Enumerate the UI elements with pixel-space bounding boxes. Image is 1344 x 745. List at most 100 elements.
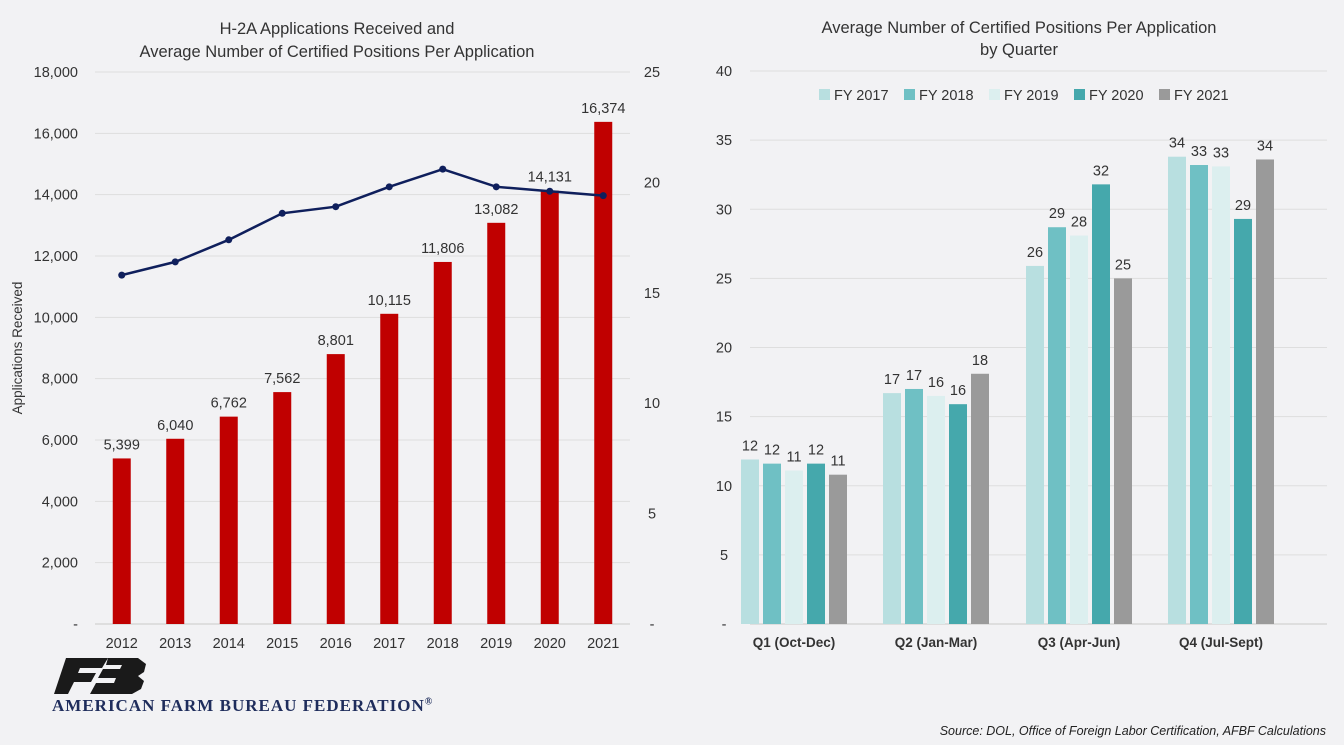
- legend-label: FY 2020: [1089, 88, 1144, 104]
- bar-fy-2021: [829, 474, 847, 624]
- bar-fy-2017: [883, 393, 901, 624]
- y-left-tick-label: 6,000: [42, 433, 78, 449]
- bar-fy-2018: [1048, 227, 1066, 624]
- legend-label: FY 2021: [1174, 88, 1229, 104]
- chart-title-line: by Quarter: [980, 41, 1058, 59]
- bar-2013: [166, 438, 185, 624]
- quarterly-positions-chart: Average Number of Certified Positions Pe…: [716, 19, 1327, 650]
- x-tick-label: Q3 (Apr-Jun): [1038, 635, 1121, 650]
- bar-2015: [273, 392, 292, 624]
- y-left-tick-label: -: [73, 617, 78, 633]
- y-tick-label: 35: [716, 133, 732, 149]
- line-point: [171, 258, 179, 266]
- y-left-axis-label: Applications Received: [10, 282, 25, 415]
- bar-data-label: 11,806: [421, 241, 464, 257]
- y-left-tick-label: 8,000: [42, 372, 78, 388]
- bar-data-label: 16,374: [581, 101, 625, 117]
- x-tick-label: 2016: [320, 636, 352, 652]
- bar-data-label: 11: [786, 450, 801, 466]
- bar-data-label: 6,762: [211, 396, 247, 412]
- bar-fy-2018: [763, 463, 781, 624]
- y-left-tick-label: 16,000: [34, 126, 78, 142]
- chart-title-line: H-2A Applications Received and: [220, 20, 455, 38]
- y-left-tick-label: 10,000: [34, 310, 78, 326]
- bar-fy-2020: [949, 404, 967, 624]
- bar-data-label: 33: [1191, 144, 1207, 160]
- x-tick-label: 2020: [534, 636, 566, 652]
- bar-data-label: 10,115: [368, 293, 411, 309]
- org-name: AMERICAN FARM BUREAU FEDERATION®: [52, 696, 434, 715]
- afbf-logo-icon: [52, 656, 152, 701]
- bar-data-label: 6,040: [157, 418, 193, 434]
- y-tick-label: 30: [716, 202, 732, 218]
- line-point: [492, 183, 500, 191]
- avg-positions-line: [121, 167, 604, 277]
- bar-data-label: 5,399: [104, 437, 140, 453]
- bar-fy-2021: [1256, 159, 1274, 625]
- bar-data-label: 29: [1235, 198, 1251, 214]
- bar-fy-2019: [785, 470, 803, 624]
- x-tick-label: 2018: [427, 636, 459, 652]
- x-tick-label: 2021: [587, 636, 619, 652]
- bar-data-label: 14,131: [528, 170, 572, 186]
- x-tick-label: 2019: [480, 636, 512, 652]
- x-tick-label: 2013: [159, 636, 191, 652]
- bar-data-label: 32: [1093, 163, 1109, 179]
- bar-fy-2017: [1026, 265, 1044, 624]
- y-tick-label: 15: [716, 410, 732, 426]
- y-right-tick-label: 20: [644, 175, 660, 191]
- bar-data-label: 16: [928, 375, 944, 391]
- bar-data-label: 34: [1169, 136, 1185, 152]
- bar-data-label: 34: [1257, 138, 1273, 154]
- y-tick-label: 10: [716, 479, 732, 495]
- line-point: [385, 183, 393, 191]
- chart-title-line: Average Number of Certified Positions Pe…: [822, 19, 1217, 37]
- bar-data-label: 13,082: [474, 202, 518, 218]
- bar-2017: [380, 313, 399, 624]
- bar-fy-2019: [1070, 235, 1088, 624]
- x-tick-label: Q4 (Jul-Sept): [1179, 635, 1263, 650]
- bar-data-label: 7,562: [264, 371, 300, 387]
- legend-label: FY 2019: [1004, 88, 1059, 104]
- legend-swatch-fy-2017: [819, 89, 830, 100]
- y-right-tick-label: -: [650, 617, 655, 633]
- chart-title-line: Average Number of Certified Positions Pe…: [140, 43, 535, 61]
- legend-label: FY 2018: [919, 88, 974, 104]
- line-point: [225, 236, 233, 244]
- x-tick-label: 2017: [373, 636, 405, 652]
- y-right-tick-label: 15: [644, 286, 660, 302]
- bar-2012: [112, 458, 131, 624]
- bar-fy-2017: [741, 459, 759, 624]
- line-point: [439, 165, 447, 173]
- bar-data-label: 26: [1027, 245, 1043, 261]
- bar-data-label: 12: [808, 443, 824, 459]
- line-point: [546, 187, 554, 195]
- bar-fy-2018: [1190, 165, 1208, 624]
- bar-data-label: 33: [1213, 145, 1229, 161]
- legend-label: FY 2017: [834, 88, 889, 104]
- y-left-tick-label: 2,000: [42, 556, 78, 572]
- bar-fy-2018: [905, 388, 923, 624]
- bar-data-label: 29: [1049, 206, 1065, 222]
- bar-2019: [487, 222, 506, 624]
- y-left-tick-label: 12,000: [34, 249, 78, 265]
- y-tick-label: 25: [716, 271, 732, 287]
- x-tick-label: Q2 (Jan-Mar): [895, 635, 978, 650]
- applications-chart: H-2A Applications Received and Average Nu…: [10, 20, 660, 652]
- bar-2018: [433, 261, 452, 624]
- bar-2016: [326, 354, 345, 624]
- bar-2014: [219, 416, 238, 624]
- bar-data-label: 11: [830, 454, 845, 470]
- legend-swatch-fy-2020: [1074, 89, 1085, 100]
- bar-2020: [540, 190, 559, 624]
- y-tick-label: 5: [720, 548, 728, 564]
- bar-data-label: 25: [1115, 257, 1131, 273]
- bar-data-label: 28: [1071, 215, 1087, 231]
- legend-swatch-fy-2021: [1159, 89, 1170, 100]
- bar-fy-2017: [1168, 156, 1186, 624]
- y-left-tick-label: 18,000: [34, 65, 78, 81]
- bar-data-label: 8,801: [318, 333, 354, 349]
- bar-fy-2020: [1234, 218, 1252, 625]
- y-right-tick-label: 5: [648, 507, 656, 523]
- bar-data-label: 12: [764, 443, 780, 459]
